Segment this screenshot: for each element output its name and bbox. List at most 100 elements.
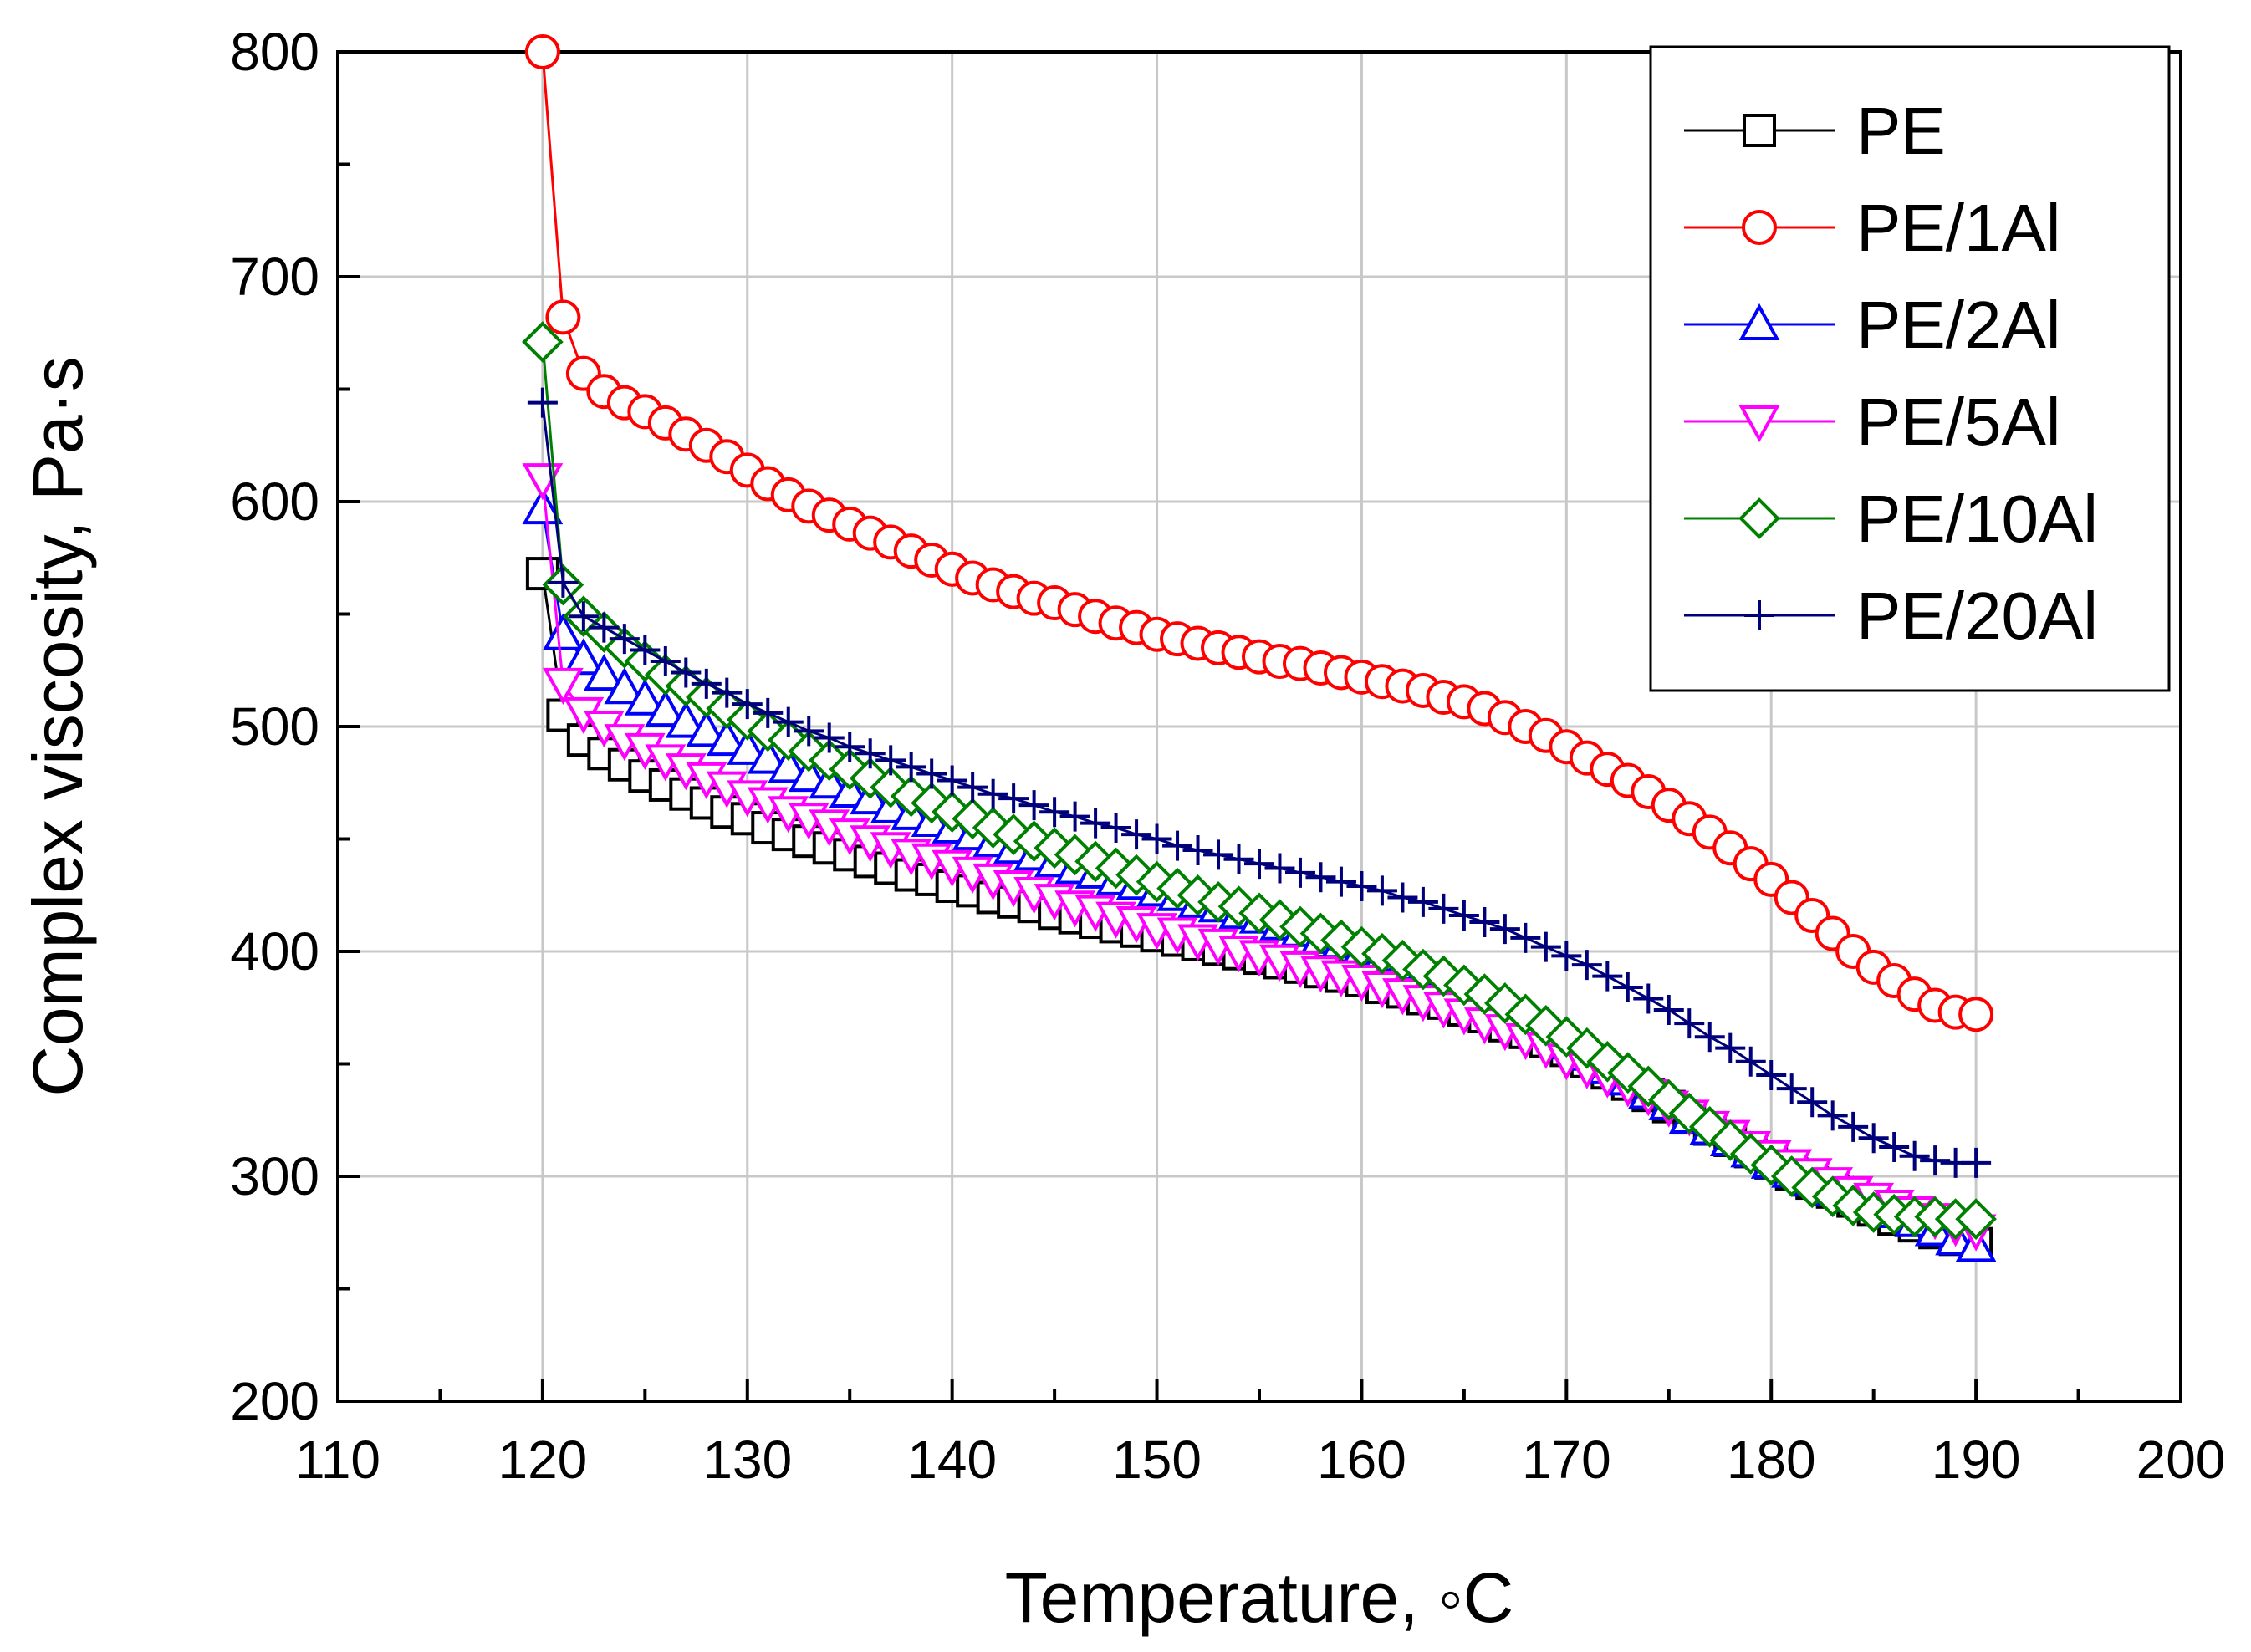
data-point-pe-20al <box>671 657 702 688</box>
data-point-pe-20al <box>1080 808 1111 839</box>
data-point-pe-20al <box>1346 870 1377 901</box>
data-point-pe-20al <box>1694 1022 1725 1053</box>
data-point-pe-20al <box>1674 1008 1705 1039</box>
data-point-pe-20al <box>1223 844 1254 874</box>
data-point-pe-20al <box>568 601 599 632</box>
data-point-pe-20al <box>1920 1145 1951 1176</box>
data-point-pe-20al <box>1059 801 1090 832</box>
legend-label-pe-5al: PE/5Al <box>1856 385 2061 459</box>
data-point-pe-20al <box>998 783 1029 814</box>
y-tick-label: 700 <box>230 247 319 307</box>
data-point-pe-20al <box>773 706 804 737</box>
data-point-pe-20al <box>1715 1032 1746 1063</box>
data-point-pe-20al <box>1756 1059 1787 1090</box>
data-point-pe-2al <box>645 690 687 727</box>
data-point-pe-20al <box>650 645 681 676</box>
data-point-pe-1al <box>1958 997 1994 1032</box>
legend-label-pe: PE <box>1856 94 1946 168</box>
data-point-pe-20al <box>1489 914 1520 945</box>
data-point-pe-20al <box>896 752 926 783</box>
legend-marker-pe-5al <box>1738 405 1780 443</box>
data-point-pe-20al <box>977 778 1008 809</box>
data-point-pe-20al <box>1612 972 1643 1003</box>
legend-item-pe-20al: PE/20Al <box>1684 579 2098 653</box>
data-point-pe-20al <box>1305 862 1336 893</box>
legend-item-pe-2al: PE/2Al <box>1684 288 2061 362</box>
axis-ticks: 110 120 130 140 150 160 170 180 190 200 200 300 400 5… <box>230 22 2225 1490</box>
data-point-pe-20al <box>1100 813 1131 844</box>
data-point-pe-20al <box>1264 853 1295 884</box>
data-point-pe-20al <box>937 765 967 796</box>
data-point-pe-10al <box>522 321 564 363</box>
data-point-pe-2al <box>727 727 768 765</box>
data-point-pe-20al <box>1776 1073 1807 1104</box>
data-point-pe-20al <box>1407 886 1438 917</box>
data-point-pe-20al <box>1469 907 1500 938</box>
data-point-pe-20al <box>1899 1140 1930 1171</box>
data-point-pe-2al <box>563 638 605 676</box>
series-pe-20al <box>527 387 1992 1178</box>
data-point-pe-20al <box>1121 819 1152 850</box>
data-point-pe-2al <box>624 678 666 716</box>
legend-marker-pe-10al <box>1738 497 1780 539</box>
data-point-pe-2al <box>788 755 829 793</box>
legend-item-pe-10al: PE/10Al <box>1684 482 2098 556</box>
data-point-pe-20al <box>609 624 640 655</box>
data-point-pe-20al <box>1797 1087 1828 1118</box>
x-tick-label: 130 <box>702 1430 792 1490</box>
data-point-pe-1al <box>545 299 581 335</box>
data-point-pe-20al <box>875 745 906 776</box>
data-point-pe-20al <box>630 635 661 665</box>
data-point-pe-20al <box>1879 1132 1910 1163</box>
data-point-pe-5al <box>542 667 584 706</box>
data-point-pe-20al <box>589 612 620 643</box>
data-point-pe-20al <box>527 387 558 418</box>
y-tick-label: 400 <box>230 921 319 982</box>
data-point-pe-20al <box>855 738 886 769</box>
data-point-pe-20al <box>1325 866 1356 897</box>
legend-item-pe-1al: PE/1Al <box>1684 191 2061 265</box>
data-point-pe-2al <box>706 719 748 757</box>
data-point-pe-2al <box>809 762 850 799</box>
data-point-pe-20al <box>1633 983 1664 1014</box>
data-point-pe-20al <box>1592 961 1623 992</box>
data-point-pe-20al <box>794 716 824 747</box>
x-axis-title: Temperature, ◦C <box>1005 1558 1514 1637</box>
legend-box <box>1649 45 2171 692</box>
legend-label-pe-1al: PE/1Al <box>1856 191 2061 265</box>
data-point-pe-20al <box>732 689 763 720</box>
data-point-pe-20al <box>1858 1123 1889 1154</box>
data-point-pe-20al <box>1162 830 1193 861</box>
data-point-pe-20al <box>1428 893 1459 924</box>
y-tick-label: 200 <box>230 1371 319 1431</box>
series-pe-1al <box>524 34 1994 1032</box>
y-tick-label: 300 <box>230 1146 319 1206</box>
data-point-pe-20al <box>1551 941 1582 971</box>
data-point-pe-20al <box>1510 922 1541 953</box>
data-point-pe-20al <box>1182 834 1213 865</box>
data-point-pe-2al <box>665 701 707 738</box>
data-point-pe-1al <box>524 34 560 69</box>
data-point-pe-20al <box>1039 797 1070 828</box>
data-point-pe-20al <box>1284 857 1315 888</box>
y-tick-label: 800 <box>230 22 319 82</box>
data-point-pe-20al <box>1838 1111 1869 1142</box>
x-tick-label: 200 <box>2136 1430 2226 1490</box>
x-tick-label: 160 <box>1317 1430 1406 1490</box>
data-point-pe-20al <box>1244 849 1274 880</box>
data-point-pe-10al <box>1955 1198 1997 1240</box>
data-point-pe-2al <box>522 487 564 525</box>
data-point-pe-2al <box>686 710 727 747</box>
data-point-pe-2al <box>768 746 809 783</box>
data-point-pe-20al <box>1366 875 1397 906</box>
data-point-pe-20al <box>1387 882 1418 913</box>
legend: PE PE/1Al PE/2Al PE/5Al PE/10Al PE/20Al <box>1649 45 2171 692</box>
data-point-pe-20al <box>548 567 579 598</box>
legend-label-pe-20al: PE/20Al <box>1856 579 2098 653</box>
data-point-pe-20al <box>712 677 743 708</box>
data-point-pe-20al <box>957 772 988 803</box>
data-point-pe-2al <box>542 613 584 650</box>
data-point-pe-20al <box>1735 1046 1766 1077</box>
data-point-pe-20al <box>814 722 845 753</box>
